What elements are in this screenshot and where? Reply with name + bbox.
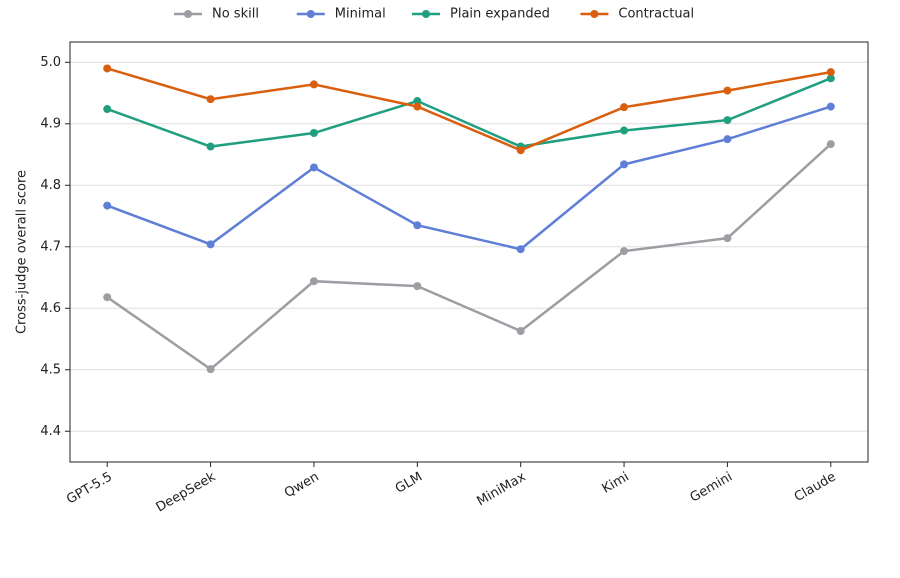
legend-label: Minimal [335, 7, 386, 22]
x-tick-label: DeepSeek [154, 469, 219, 515]
point [723, 234, 732, 243]
legend-marker [590, 10, 599, 18]
point [103, 105, 112, 114]
point [620, 103, 629, 112]
point [206, 142, 215, 151]
point [620, 126, 629, 135]
legend-label: Contractual [618, 7, 694, 22]
point [723, 116, 732, 125]
point [206, 240, 215, 249]
point [620, 160, 629, 169]
legend-label: Plain expanded [450, 7, 550, 22]
x-tick-label: Claude [792, 470, 839, 506]
point [103, 293, 112, 302]
series-line [106, 67, 832, 152]
point [826, 102, 835, 111]
point [413, 221, 422, 230]
point [413, 97, 422, 106]
point [309, 277, 318, 286]
series-line [106, 105, 832, 251]
point [413, 282, 422, 291]
y-tick-label: 4.5 [40, 362, 61, 377]
plot-frame [69, 41, 869, 463]
point [516, 327, 525, 336]
point [309, 163, 318, 172]
point [103, 201, 112, 210]
point [206, 95, 215, 104]
point [103, 64, 112, 73]
point [826, 74, 835, 83]
y-tick-label: 4.9 [40, 116, 61, 131]
point [723, 86, 732, 95]
x-tick-label: GLM [393, 470, 425, 497]
x-tick-label: Kimi [600, 470, 632, 497]
point [206, 365, 215, 374]
x-tick-label: Gemini [688, 470, 736, 506]
x-tick-label: GPT-5.5 [64, 470, 115, 508]
legend-marker [422, 10, 430, 18]
legend-marker [306, 10, 315, 18]
y-tick-label: 4.6 [40, 301, 61, 316]
point [723, 135, 732, 144]
point [620, 247, 629, 256]
point [826, 68, 835, 77]
legend-marker [184, 10, 192, 18]
y-tick-label: 5.0 [40, 55, 61, 70]
point [309, 129, 318, 138]
y-tick-label: 4.7 [40, 239, 61, 254]
point [413, 102, 422, 111]
series-line [106, 143, 832, 371]
point [516, 146, 525, 155]
series-line [106, 77, 832, 148]
y-axis-label: Cross-judge overall score [15, 170, 30, 334]
point [826, 140, 835, 149]
y-tick-label: 4.8 [40, 178, 61, 193]
y-tick-label: 4.4 [40, 424, 61, 439]
point [516, 245, 525, 254]
legend-label: No skill [212, 7, 259, 22]
x-tick-label: Qwen [282, 470, 322, 502]
x-tick-label: MiniMax [475, 469, 529, 509]
point [309, 80, 318, 89]
